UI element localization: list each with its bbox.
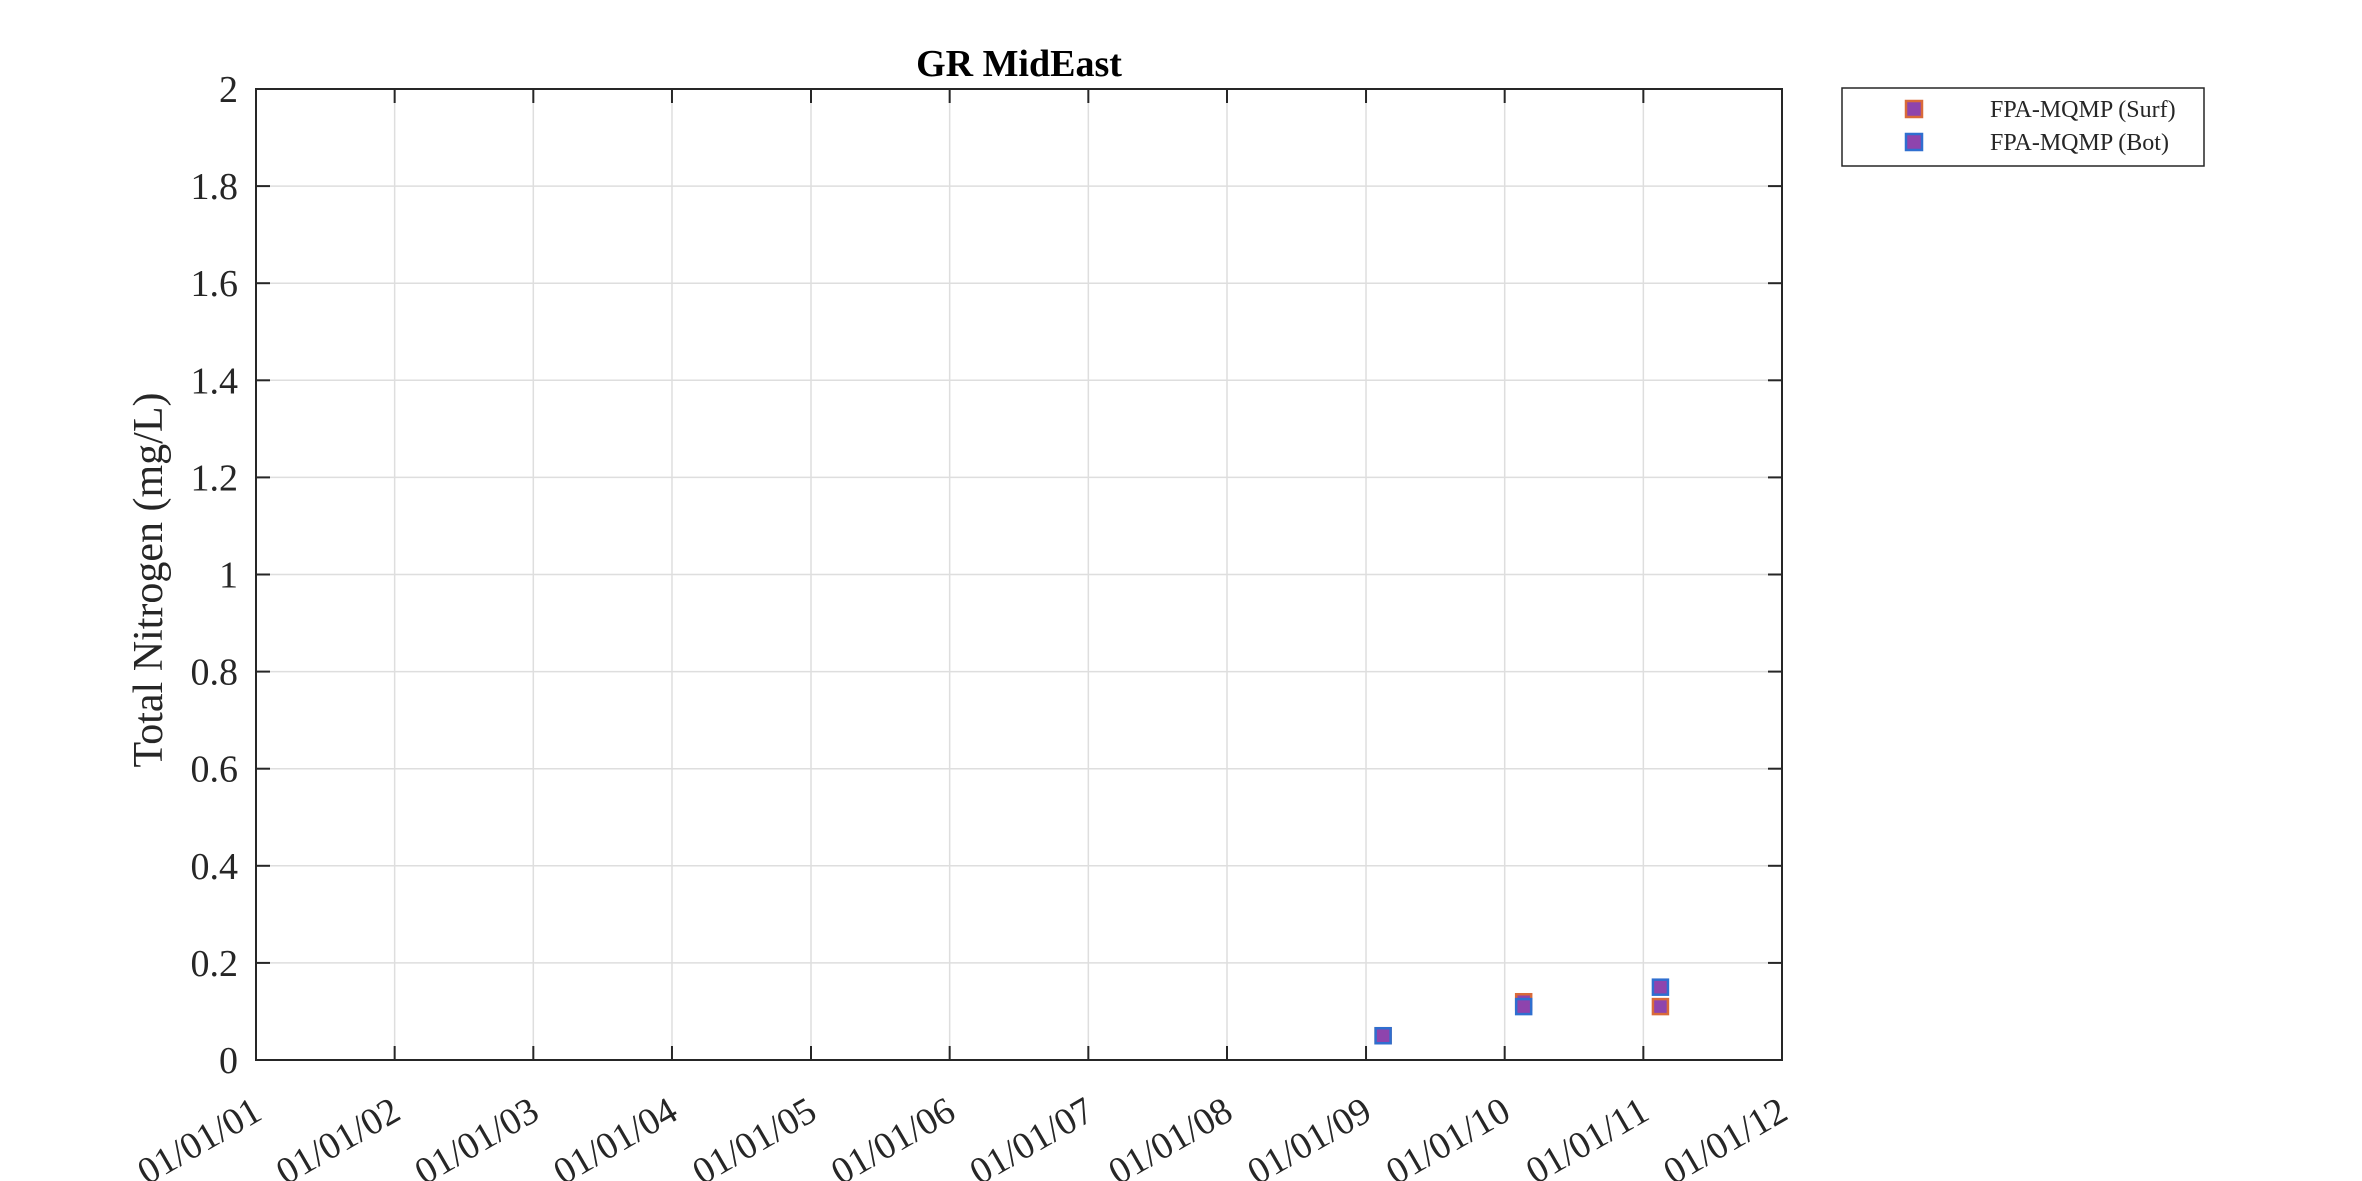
y-tick-label: 1.4: [191, 360, 239, 402]
legend-box: [1841, 87, 2205, 167]
legend-marker: [1904, 99, 1924, 119]
x-tick-label: 01/01/12: [1656, 1089, 1794, 1181]
x-tick-label: 01/01/03: [408, 1089, 546, 1181]
y-tick-labels: 0 0.2 0.4 0.6 0.8 1 1.2 1.4 1.6 1.8 2: [191, 69, 239, 1082]
x-tick-labels: 01/01/01 01/01/02 01/01/03 01/01/04 01/01/05…: [130, 1089, 1794, 1181]
legend-label: FPA-MQMP (Surf): [1990, 97, 2176, 123]
grid-lines: [256, 89, 1782, 1060]
y-tick-label: 1: [219, 555, 238, 597]
data-point-surf: [1651, 997, 1670, 1016]
legend-label: FPA-MQMP (Bot): [1990, 130, 2169, 156]
x-tick-label: 01/01/08: [1101, 1089, 1239, 1181]
x-tick-label: 01/01/01: [130, 1089, 268, 1181]
data-point-bot: [1514, 997, 1533, 1016]
data-points: [1374, 978, 1670, 1045]
y-tick-label: 0.4: [191, 846, 239, 888]
chart-title: GR MidEast: [916, 43, 1122, 85]
x-tick-label: 01/01/11: [1519, 1089, 1656, 1181]
y-tick-label: 1.2: [191, 457, 239, 499]
x-tick-label: 01/01/02: [269, 1089, 407, 1181]
x-tick-label: 01/01/10: [1379, 1089, 1517, 1181]
y-tick-label: 0.6: [191, 749, 239, 791]
y-axis-label: Total Nitrogen (mg/L): [126, 393, 172, 768]
y-tick-label: 0.2: [191, 943, 239, 985]
y-tick-label: 0: [219, 1040, 238, 1082]
axis-ticks: [255, 88, 1783, 1061]
x-tick-label: 01/01/04: [546, 1089, 684, 1181]
x-tick-label: 01/01/05: [685, 1089, 823, 1181]
x-tick-label: 01/01/09: [1241, 1089, 1379, 1181]
data-point-bot: [1374, 1026, 1392, 1045]
y-tick-label: 0.8: [191, 652, 239, 694]
data-point-bot: [1651, 978, 1670, 996]
legend: FPA-MQMP (Surf) FPA-MQMP (Bot): [1841, 87, 2205, 167]
y-tick-label: 1.8: [191, 166, 239, 208]
x-tick-label: 01/01/06: [824, 1089, 962, 1181]
y-tick-label: 1.6: [191, 263, 239, 305]
y-tick-label: 2: [219, 69, 238, 111]
legend-marker: [1904, 132, 1924, 152]
x-tick-label: 01/01/07: [963, 1089, 1101, 1181]
